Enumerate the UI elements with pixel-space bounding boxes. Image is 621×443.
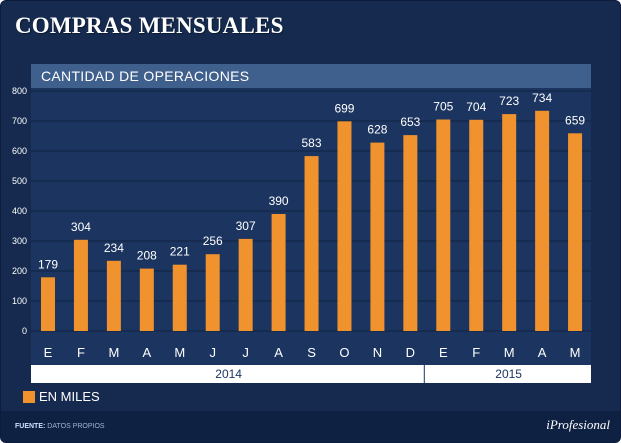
data-label: 304 xyxy=(71,220,91,234)
data-label: 307 xyxy=(236,219,256,233)
bar xyxy=(535,110,550,331)
data-label: 723 xyxy=(499,94,519,108)
bar xyxy=(337,121,352,331)
data-label: 208 xyxy=(137,249,157,263)
y-tick-label: 400 xyxy=(12,206,27,216)
data-label: 653 xyxy=(400,115,420,129)
x-tick-label: M xyxy=(570,345,581,360)
bar xyxy=(73,239,88,331)
x-tick-label: A xyxy=(538,345,547,360)
source-label: FUENTE: xyxy=(15,423,46,430)
data-label: 583 xyxy=(302,136,322,150)
x-tick-label: E xyxy=(44,345,53,360)
bar xyxy=(370,142,385,331)
data-label: 704 xyxy=(466,100,486,114)
y-tick-label: 500 xyxy=(12,176,27,186)
bar xyxy=(403,135,418,331)
bar xyxy=(469,119,484,331)
brand-logo: iProfesional xyxy=(546,417,610,432)
x-tick-label: M xyxy=(174,345,185,360)
x-tick-label: F xyxy=(77,345,85,360)
y-tick-label: 200 xyxy=(12,266,27,276)
legend-label: EN MILES xyxy=(39,389,100,404)
year-label: 2014 xyxy=(215,367,242,381)
bar xyxy=(41,277,55,331)
bar xyxy=(502,114,517,331)
x-tick-label: A xyxy=(274,345,283,360)
y-tick-label: 0 xyxy=(22,326,27,336)
x-axis-band xyxy=(31,339,591,363)
bar xyxy=(172,264,187,331)
x-tick-label: M xyxy=(504,345,515,360)
x-tick-label: N xyxy=(373,345,382,360)
page-title: COMPRAS MENSUALES xyxy=(15,13,284,38)
y-tick-label: 300 xyxy=(12,236,27,246)
data-label: 734 xyxy=(532,91,552,105)
bar xyxy=(205,254,220,331)
x-tick-label: O xyxy=(339,345,349,360)
x-tick-label: M xyxy=(108,345,119,360)
x-tick-label: J xyxy=(242,345,249,360)
x-tick-label: E xyxy=(439,345,448,360)
y-tick-label: 800 xyxy=(12,86,27,96)
bar xyxy=(106,260,121,331)
data-label: 628 xyxy=(367,123,387,137)
data-label: 699 xyxy=(334,101,354,115)
chart-title: CANTIDAD DE OPERACIONES xyxy=(41,68,250,84)
data-label: 256 xyxy=(203,234,223,248)
x-tick-label: D xyxy=(406,345,415,360)
data-label: 705 xyxy=(433,100,453,114)
source-text: DATOS PROPIOS xyxy=(47,423,105,430)
y-tick-label: 700 xyxy=(12,116,27,126)
bar xyxy=(238,238,253,331)
x-tick-label: F xyxy=(472,345,480,360)
y-tick-label: 100 xyxy=(12,296,27,306)
legend-swatch xyxy=(23,391,35,403)
data-label: 179 xyxy=(38,257,58,271)
x-tick-label: J xyxy=(209,345,216,360)
data-label: 659 xyxy=(565,113,585,127)
data-label: 221 xyxy=(170,245,190,259)
x-tick-label: A xyxy=(142,345,151,360)
year-label: 2015 xyxy=(495,367,522,381)
data-label: 234 xyxy=(104,241,124,255)
x-tick-label: S xyxy=(307,345,316,360)
bar xyxy=(271,214,286,331)
source-note: FUENTE: DATOS PROPIOS xyxy=(15,423,105,430)
y-tick-label: 600 xyxy=(12,146,27,156)
bar xyxy=(139,268,154,331)
data-label: 390 xyxy=(269,194,289,208)
bar xyxy=(568,133,583,331)
chart-subheader: CANTIDAD DE OPERACIONES xyxy=(31,64,591,88)
footer: FUENTE: DATOS PROPIOS iProfesional xyxy=(1,411,620,442)
bar xyxy=(436,119,451,331)
bar xyxy=(304,156,319,331)
year-band xyxy=(31,365,591,383)
